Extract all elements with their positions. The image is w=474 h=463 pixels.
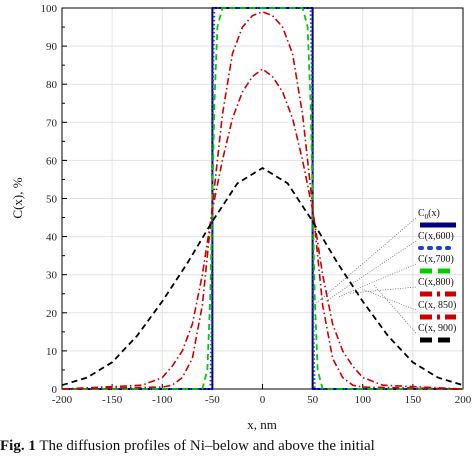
legend-leader-5 <box>373 284 417 334</box>
series-line-3 <box>61 11 464 390</box>
legend-leader-3 <box>349 286 417 294</box>
x-tick-label: 200 <box>455 394 472 406</box>
y-tick-label: 0 <box>52 384 58 396</box>
legend-label-1: C(x,600) <box>418 231 454 242</box>
series-line-5 <box>61 167 464 387</box>
legend-label-0: C0(x) <box>418 208 440 221</box>
y-tick-label: 10 <box>46 346 58 358</box>
x-tick-label: -200 <box>52 394 73 406</box>
x-tick-label: -150 <box>102 394 123 406</box>
series-line-4 <box>61 68 464 390</box>
legend-label-3: C(x,800) <box>418 277 454 288</box>
x-axis-title: x, nm <box>247 417 277 432</box>
figure-caption: Fig. 1 The diffusion profiles of Ni–belo… <box>0 438 474 463</box>
legend-label-4: C(x, 850) <box>418 300 456 311</box>
caption-text: The diffusion profiles of Ni–below and a… <box>39 438 375 454</box>
legend-leaders <box>313 217 417 334</box>
y-tick-label: 60 <box>46 155 58 167</box>
legend-leader-1 <box>325 240 417 302</box>
series-line-2 <box>62 7 463 390</box>
y-tick-label: 90 <box>46 41 58 53</box>
legend-label-5: C(x, 900) <box>418 323 456 334</box>
axis-ticks: -200 -150 -100 -50 0 50 100 150 200 0 10 20 30 40 50 60… <box>41 3 472 406</box>
legend: C0(x) C(x,600) C(x,700) C(x,800) C(x, 850) C(… <box>418 208 458 343</box>
legend-leader-0 <box>313 217 417 306</box>
x-tick-label: 0 <box>260 394 266 406</box>
y-axis-title: C(x), % <box>10 177 25 218</box>
caption-label: Fig. 1 <box>0 438 36 454</box>
legend-leader-2 <box>337 263 417 298</box>
x-tick-label: 150 <box>405 394 422 406</box>
legend-leader-4 <box>361 288 417 311</box>
y-tick-label: 70 <box>46 117 58 129</box>
y-tick-label: 20 <box>46 308 58 320</box>
y-tick-label: 40 <box>46 232 58 244</box>
y-tick-label: 30 <box>46 270 58 282</box>
series-lines <box>61 7 464 390</box>
legend-label-2: C(x,700) <box>418 254 454 265</box>
x-tick-label: -50 <box>205 394 220 406</box>
chart: -200 -150 -100 -50 0 50 100 150 200 0 10 20 30 40 50 60… <box>10 3 472 432</box>
y-tick-label: 80 <box>46 79 58 91</box>
y-tick-label: 50 <box>46 194 58 206</box>
x-tick-label: 50 <box>307 394 319 406</box>
x-tick-label: 100 <box>355 394 372 406</box>
x-tick-label: -100 <box>152 394 173 406</box>
y-tick-label: 100 <box>41 3 58 15</box>
grid-lines <box>62 8 463 389</box>
